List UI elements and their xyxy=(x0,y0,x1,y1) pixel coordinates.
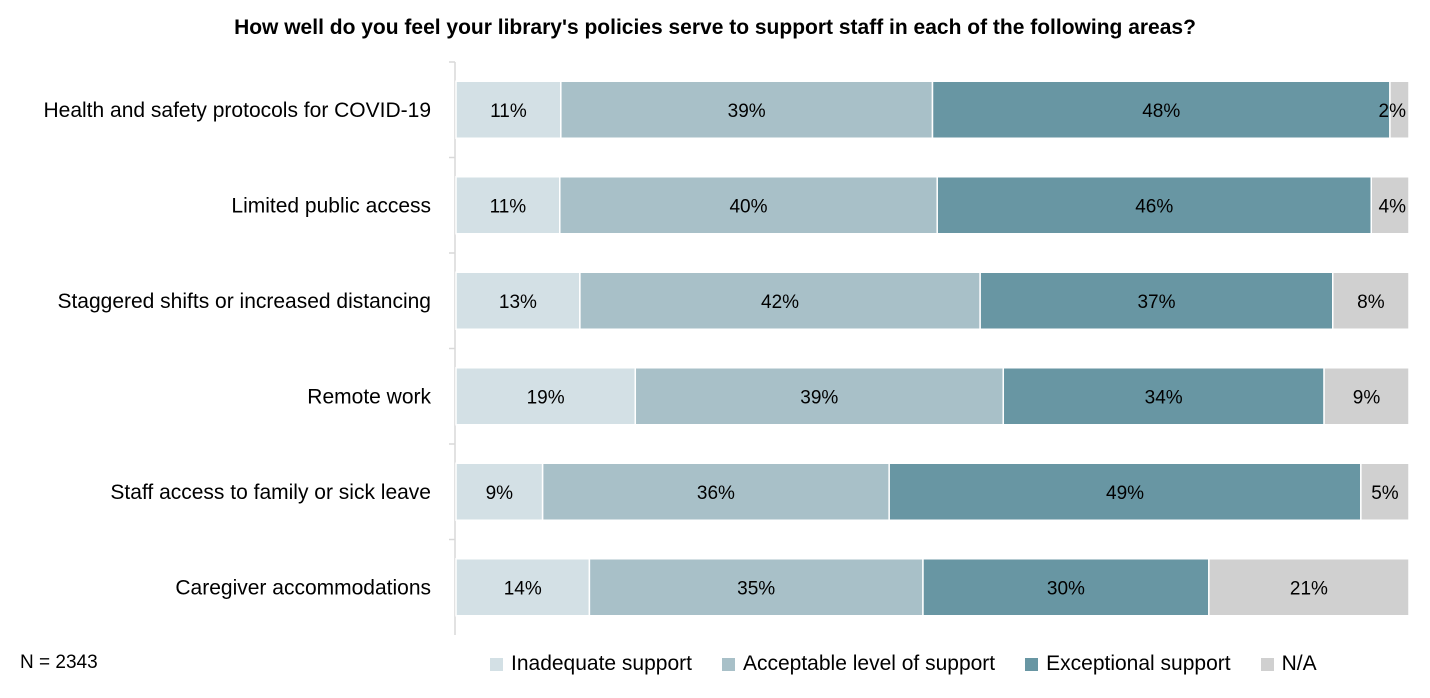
data-label-n-a-limited-public-access: 4% xyxy=(1379,196,1407,217)
category-label-health-and-safety-protocols-for-covid-19: Health and safety protocols for COVID-19 xyxy=(43,99,431,122)
chart-title: How well do you feel your library's poli… xyxy=(234,16,1196,39)
sample-size-note: N = 2343 xyxy=(20,652,98,673)
data-label-acceptable-level-of-support-staff-access-to-family-or-sick-leave: 36% xyxy=(697,483,735,504)
category-label-limited-public-access: Limited public access xyxy=(231,194,431,217)
legend-swatch-na xyxy=(1260,657,1274,671)
data-label-n-a-staff-access-to-family-or-sick-leave: 5% xyxy=(1371,483,1399,504)
bar-inadequate-support-limited-public-access xyxy=(455,176,561,235)
legend-item-inadequate: Inadequate support xyxy=(490,652,692,676)
data-label-exceptional-support-caregiver-accommodations: 30% xyxy=(1047,578,1085,599)
data-label-inadequate-support-staggered-shifts-or-increased-distancing: 13% xyxy=(499,292,537,313)
legend-label-na: N/A xyxy=(1281,652,1317,675)
bar-inadequate-support-health-and-safety-protocols-for-covid-19 xyxy=(455,80,562,139)
legend-label-acceptable: Acceptable level of support xyxy=(742,652,996,675)
data-label-inadequate-support-caregiver-accommodations: 14% xyxy=(504,578,542,599)
data-label-acceptable-level-of-support-staggered-shifts-or-increased-distancing: 42% xyxy=(761,292,799,313)
category-label-remote-work: Remote work xyxy=(307,385,431,408)
bar-n-a-caregiver-accommodations xyxy=(1208,558,1410,617)
legend-label-exceptional: Exceptional support xyxy=(1046,652,1231,675)
bar-acceptable-level-of-support-limited-public-access xyxy=(559,176,938,235)
data-label-exceptional-support-health-and-safety-protocols-for-covid-19: 48% xyxy=(1142,101,1180,122)
bar-inadequate-support-caregiver-accommodations xyxy=(455,558,591,617)
category-label-caregiver-accommodations: Caregiver accommodations xyxy=(175,576,431,599)
bar-n-a-staggered-shifts-or-increased-distancing xyxy=(1332,271,1410,330)
data-label-n-a-caregiver-accommodations: 21% xyxy=(1290,578,1328,599)
legend-item-exceptional: Exceptional support xyxy=(1025,652,1231,676)
data-label-n-a-remote-work: 9% xyxy=(1353,387,1381,408)
data-label-exceptional-support-limited-public-access: 46% xyxy=(1135,196,1173,217)
legend-item-acceptable: Acceptable level of support xyxy=(721,652,996,676)
bar-acceptable-level-of-support-caregiver-accommodations xyxy=(588,558,924,617)
data-label-acceptable-level-of-support-health-and-safety-protocols-for-covid-19: 39% xyxy=(728,101,766,122)
data-label-acceptable-level-of-support-caregiver-accommodations: 35% xyxy=(737,578,775,599)
legend: Inadequate support Acceptable level of s… xyxy=(490,652,1317,676)
data-label-exceptional-support-staff-access-to-family-or-sick-leave: 49% xyxy=(1106,483,1144,504)
legend-swatch-exceptional xyxy=(1025,657,1039,671)
data-label-inadequate-support-limited-public-access: 11% xyxy=(490,196,527,217)
bar-inadequate-support-staggered-shifts-or-increased-distancing xyxy=(455,271,581,330)
category-label-staff-access-to-family-or-sick-leave: Staff access to family or sick leave xyxy=(110,481,431,504)
data-label-acceptable-level-of-support-limited-public-access: 40% xyxy=(729,196,767,217)
data-label-exceptional-support-remote-work: 34% xyxy=(1145,387,1183,408)
data-label-inadequate-support-health-and-safety-protocols-for-covid-19: 11% xyxy=(490,101,527,122)
data-label-acceptable-level-of-support-remote-work: 39% xyxy=(800,387,838,408)
legend-label-inadequate: Inadequate support xyxy=(511,652,692,675)
data-label-n-a-health-and-safety-protocols-for-covid-19: 2% xyxy=(1379,101,1407,122)
bar-n-a-staff-access-to-family-or-sick-leave xyxy=(1360,462,1410,521)
bar-exceptional-support-staggered-shifts-or-increased-distancing xyxy=(979,271,1334,330)
bar-exceptional-support-staff-access-to-family-or-sick-leave xyxy=(888,462,1362,521)
bar-n-a-remote-work xyxy=(1323,367,1410,426)
stacked-bar-chart: Health and safety protocols for COVID-19… xyxy=(43,61,1410,635)
category-label-staggered-shifts-or-increased-distancing: Staggered shifts or increased distancing xyxy=(57,290,431,313)
bar-exceptional-support-caregiver-accommodations xyxy=(922,558,1210,617)
bar-exceptional-support-health-and-safety-protocols-for-covid-19 xyxy=(931,80,1391,139)
data-label-n-a-staggered-shifts-or-increased-distancing: 8% xyxy=(1357,292,1385,313)
bar-exceptional-support-limited-public-access xyxy=(936,176,1373,235)
legend-swatch-inadequate xyxy=(490,657,503,671)
bar-n-a-health-and-safety-protocols-for-covid-19 xyxy=(1389,80,1410,139)
legend-swatch-acceptable xyxy=(721,657,735,671)
bar-acceptable-level-of-support-remote-work xyxy=(634,367,1005,426)
bar-n-a-limited-public-access xyxy=(1370,176,1410,235)
data-label-exceptional-support-staggered-shifts-or-increased-distancing: 37% xyxy=(1137,292,1175,313)
bar-exceptional-support-remote-work xyxy=(1002,367,1325,426)
legend-item-na: N/A xyxy=(1260,652,1317,676)
bar-inadequate-support-staff-access-to-family-or-sick-leave xyxy=(455,462,544,521)
bar-acceptable-level-of-support-health-and-safety-protocols-for-covid-19 xyxy=(560,80,934,139)
data-label-inadequate-support-staff-access-to-family-or-sick-leave: 9% xyxy=(486,483,514,504)
bar-inadequate-support-remote-work xyxy=(455,367,637,426)
data-label-inadequate-support-remote-work: 19% xyxy=(527,387,565,408)
